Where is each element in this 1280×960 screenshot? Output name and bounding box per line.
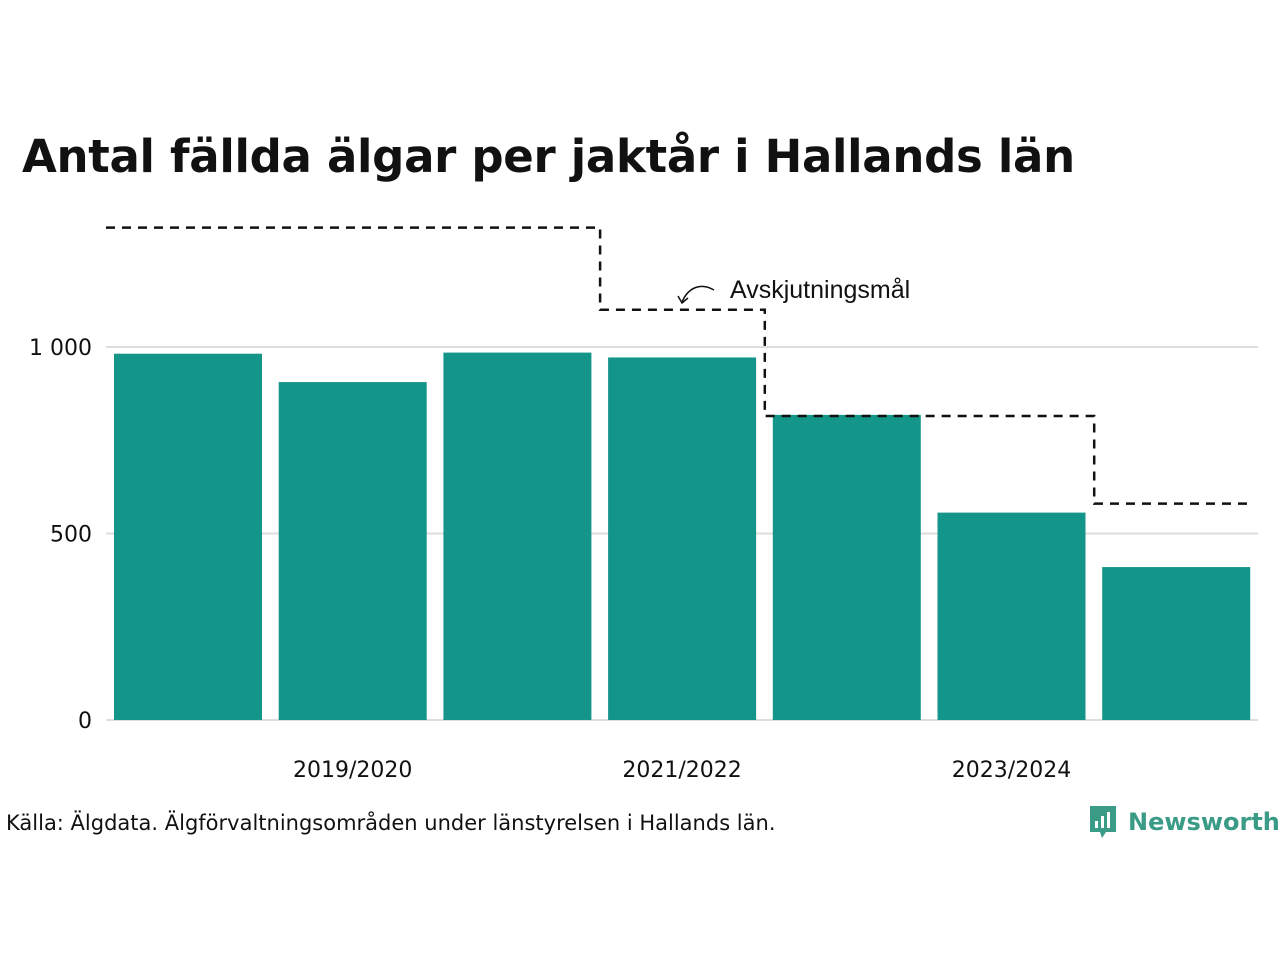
newsworthy-logo[interactable]: Newsworthy <box>1088 803 1280 841</box>
x-tick-label: 2019/2020 <box>293 758 412 783</box>
bar <box>278 382 427 720</box>
bar <box>114 353 262 720</box>
brand-name: Newsworthy <box>1128 808 1280 836</box>
x-axis-ticks: 2019/2020 2021/2022 2023/2024 <box>293 758 1071 783</box>
newsworthy-logo-icon <box>1090 806 1116 838</box>
y-tick-label: 0 <box>78 709 92 734</box>
target-line-group: Avskjutningsmål <box>106 226 1252 505</box>
chart-title: Antal fällda älgar per jaktår i Hallands… <box>22 130 1075 183</box>
y-tick-label: 1 000 <box>29 336 92 361</box>
target-line-label: Avskjutningsmål <box>730 276 910 304</box>
bars <box>114 352 1251 720</box>
y-axis-ticks: 0 500 1 000 <box>29 336 92 734</box>
annotation-arrowhead <box>677 295 689 305</box>
chart-area: 0 500 1 000 2019/2020 2021/2022 2023/2024 Av… <box>29 226 1258 783</box>
bar <box>608 357 757 720</box>
source-note: Källa: Älgdata. Älgförvaltningsområden u… <box>6 811 776 835</box>
target-line <box>106 226 1252 505</box>
x-tick-label: 2021/2022 <box>622 758 741 783</box>
bar <box>772 414 921 720</box>
x-tick-label: 2023/2024 <box>952 758 1071 783</box>
bar <box>937 512 1086 720</box>
bar <box>443 352 592 720</box>
annotation-arrow <box>681 285 715 303</box>
bar <box>1102 567 1251 720</box>
y-tick-label: 500 <box>50 523 92 548</box>
